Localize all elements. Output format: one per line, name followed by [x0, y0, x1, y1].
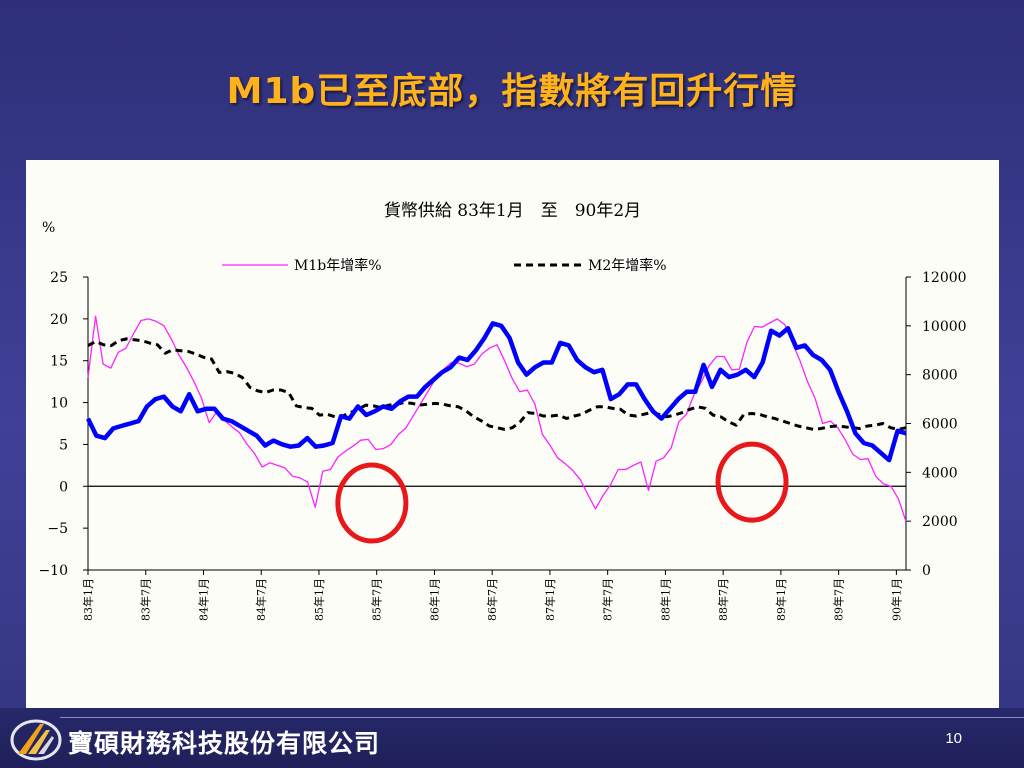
x-tick-label: 83年1月	[81, 578, 95, 621]
company-name: 寶碩財務科技股份有限公司	[68, 729, 381, 758]
x-tick-label: 88年7月	[716, 578, 730, 621]
x-tick-label: 87年7月	[601, 578, 615, 621]
left-tick-label: 10	[50, 396, 68, 412]
slide-title: M1b已至底部，指數將有回升行情	[226, 71, 798, 112]
x-tick-label: 84年1月	[196, 578, 210, 621]
index-series-line	[85, 321, 907, 463]
x-tick-label: 90年1月	[889, 578, 903, 621]
left-tick-label: 0	[59, 479, 68, 495]
m2-series-line	[87, 337, 907, 431]
legend-m2-label: M2年增率%	[588, 257, 667, 274]
x-tick-label: 89年1月	[774, 578, 788, 621]
right-tick-label: 4000	[922, 465, 958, 481]
left-tick-label: 25	[50, 270, 68, 286]
left-tick-label: 15	[50, 354, 68, 370]
chart-panel: 貨幣供給 83年1月 至 90年2月 M1b年增率% M2年增率% % 25 20 15…	[26, 160, 999, 708]
footer-divider	[60, 717, 1024, 718]
money-supply-chart: M1b年增率% M2年增率% % 25 20 15 10 5 0 −5 −10 12000 10000…	[38, 220, 967, 621]
company-logo-icon	[10, 719, 62, 761]
left-tick-label: 5	[59, 437, 68, 453]
x-tick-label: 86年7月	[485, 578, 499, 621]
left-tick-label: −5	[47, 521, 68, 537]
legend-m1b-label: M1b年增率%	[294, 257, 382, 274]
x-tick-label: 87年1月	[543, 578, 557, 621]
x-tick-label: 89年7月	[832, 578, 846, 621]
left-tick-label: −10	[38, 563, 68, 579]
highlight-circle	[335, 462, 409, 544]
footer: 寶碩財務科技股份有限公司 10	[0, 708, 1024, 768]
x-tick-label: 88年1月	[658, 578, 672, 621]
chart-title: 貨幣供給 83年1月 至 90年2月	[383, 201, 642, 221]
x-tick-label: 86年1月	[427, 578, 441, 621]
x-tick-label: 84年7月	[254, 578, 268, 621]
right-tick-label: 8000	[922, 368, 958, 384]
right-tick-label: 2000	[922, 514, 958, 530]
right-tick-label: 12000	[922, 270, 967, 286]
highlight-circle	[715, 441, 789, 523]
right-tick-label: 0	[922, 563, 931, 579]
x-tick-label: 85年1月	[312, 578, 326, 621]
y-unit-label: %	[42, 220, 55, 236]
x-tick-label: 85年7月	[370, 578, 384, 621]
left-tick-label: 20	[50, 312, 68, 328]
page-number: 10	[945, 730, 962, 747]
right-tick-label: 6000	[922, 417, 958, 433]
right-tick-label: 10000	[922, 319, 967, 335]
x-tick-label: 83年7月	[139, 578, 153, 621]
